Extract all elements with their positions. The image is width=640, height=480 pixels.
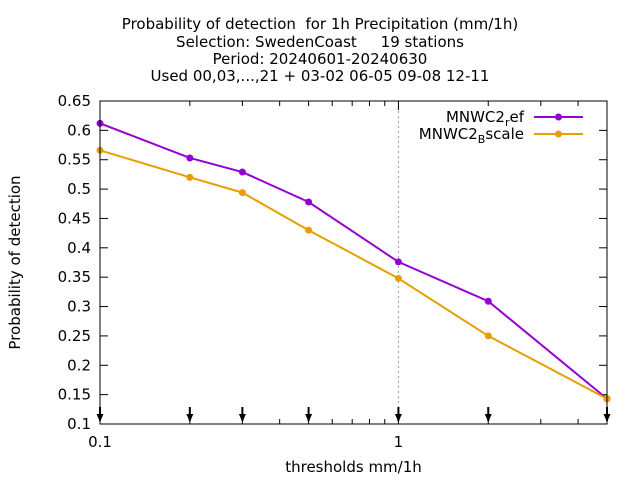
series-line-1 xyxy=(99,149,608,400)
series-group xyxy=(96,119,611,403)
y-tick-label: 0.55 xyxy=(58,151,91,169)
x-tick-label: 0.1 xyxy=(88,433,112,451)
y-tick-label: 0.2 xyxy=(67,356,91,374)
y-tick-label: 0.3 xyxy=(67,298,91,316)
y-tick-label: 0.25 xyxy=(58,327,91,345)
threshold-arrow-head xyxy=(484,414,492,422)
data-point xyxy=(305,226,313,234)
data-point xyxy=(238,168,246,176)
y-tick-label: 0.6 xyxy=(67,121,91,139)
y-tick-label: 0.4 xyxy=(67,239,91,257)
y-tick-label: 0.45 xyxy=(58,209,91,227)
data-point xyxy=(186,154,194,162)
y-tick-label: 0.65 xyxy=(58,92,91,110)
legend-marker-1 xyxy=(555,130,562,138)
threshold-arrow-head xyxy=(305,414,313,422)
y-tick-label: 0.1 xyxy=(67,415,91,433)
data-point xyxy=(394,258,402,266)
threshold-markers xyxy=(96,407,611,422)
legend-marker-0 xyxy=(555,113,562,121)
data-point xyxy=(305,198,313,206)
chart-title-line-4: Used 00,03,...,21 + 03-02 06-05 09-08 12… xyxy=(150,67,490,85)
legend-label-0: MNWC2ref xyxy=(446,108,525,129)
data-point xyxy=(484,332,492,340)
plot-frame xyxy=(99,100,608,425)
data-point xyxy=(238,189,246,197)
y-tick-label: 0.15 xyxy=(58,386,91,404)
threshold-arrow-head xyxy=(186,414,194,422)
legend-label-1: MNWC2Bscale xyxy=(419,125,524,146)
x-axis-ticks: 0.1 1 xyxy=(88,101,579,451)
chart-title-line-2: Selection: SwedenCoast 19 stations xyxy=(176,33,464,51)
data-point xyxy=(394,274,402,282)
y-tick-label: 0.35 xyxy=(58,268,91,286)
data-point xyxy=(186,173,194,181)
y-axis-label: Probability of detection xyxy=(6,175,24,349)
x-axis-label: thresholds mm/1h xyxy=(285,458,422,476)
y-tick-label: 0.5 xyxy=(67,180,91,198)
threshold-arrow-head xyxy=(238,414,246,422)
y-axis-ticks: 0.1 0.15 0.2 0.25 0.3 0.35 0.4 0.45 0.5 0.55 0.6 0.… xyxy=(58,92,607,433)
data-point xyxy=(484,297,492,305)
chart-title-line-3: Period: 20240601-20240630 xyxy=(212,50,428,68)
x-tick-label: 1 xyxy=(394,433,404,451)
threshold-arrow-head xyxy=(394,414,402,422)
chart-title-line-1: Probability of detection for 1h Precipit… xyxy=(121,15,519,33)
